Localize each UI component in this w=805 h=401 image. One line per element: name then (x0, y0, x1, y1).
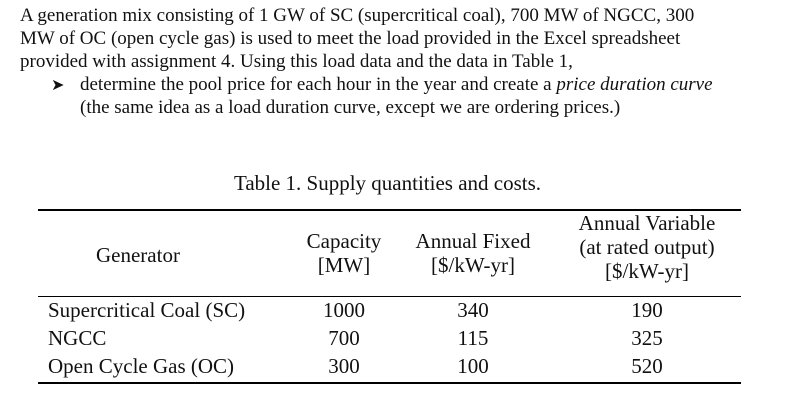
table-bottom-rule (38, 382, 741, 384)
header-annual-variable: Annual Variable (at rated output) [$/kW-… (557, 211, 737, 283)
header-variable-line: Annual Variable (578, 211, 716, 235)
table-caption: Table 1. Supply quantities and costs. (0, 171, 805, 196)
row-generator: NGCC (48, 326, 107, 350)
header-variable-unit: [$/kW-yr] (605, 259, 689, 283)
table-header-rule (38, 296, 741, 297)
supply-table: Generator Capacity [MW] Annual Fixed [$/… (38, 209, 741, 384)
header-capacity: Capacity [MW] (293, 229, 395, 277)
row-capacity: 1000 (323, 298, 365, 322)
row-variable-cost: 190 (631, 298, 663, 322)
row-variable-cost: 325 (631, 326, 663, 350)
table-top-rule (38, 209, 741, 211)
assignment-paragraph: A generation mix consisting of 1 GW of S… (20, 4, 800, 119)
row-fixed-cost: 100 (457, 354, 489, 378)
row-capacity: 700 (328, 326, 360, 350)
header-variable-note: (at rated output) (579, 235, 715, 259)
header-capacity-line: Capacity (306, 229, 382, 253)
table-row: Open Cycle Gas (OC) 300 100 520 (38, 354, 741, 378)
table-row: NGCC 700 115 325 (38, 326, 741, 350)
header-fixed-unit: [$/kW-yr] (431, 253, 515, 277)
row-generator: Supercritical Coal (SC) (48, 298, 246, 322)
table-row: Supercritical Coal (SC) 1000 340 190 (38, 298, 741, 322)
row-capacity: 300 (328, 354, 360, 378)
header-generator: Generator (96, 243, 180, 267)
row-generator: Open Cycle Gas (OC) (48, 354, 235, 378)
arrow-bullet-icon: ➤ (51, 77, 65, 94)
bullet-item: ➤ determine the pool price for each hour… (20, 73, 800, 119)
header-fixed-line: Annual Fixed (415, 229, 531, 253)
row-fixed-cost: 340 (457, 298, 489, 322)
bullet-line: determine the pool price for each hour i… (80, 73, 800, 96)
header-capacity-unit: [MW] (317, 253, 371, 277)
row-fixed-cost: 115 (457, 326, 489, 350)
header-annual-fixed: Annual Fixed [$/kW-yr] (403, 229, 543, 277)
table-caption-text: Table 1. Supply quantities and costs. (233, 171, 542, 195)
bullet-text-start: determine the pool price for each hour i… (80, 74, 557, 95)
row-variable-cost: 520 (631, 354, 663, 378)
paragraph-line: provided with assignment 4. Using this l… (20, 51, 573, 72)
paragraph-line: MW of OC (open cycle gas) is used to mee… (20, 28, 681, 49)
paragraph-line: A generation mix consisting of 1 GW of S… (20, 5, 695, 26)
bullet-line-2: (the same idea as a load duration curve,… (80, 97, 621, 118)
bullet-italic-term: price duration curve (556, 74, 713, 95)
